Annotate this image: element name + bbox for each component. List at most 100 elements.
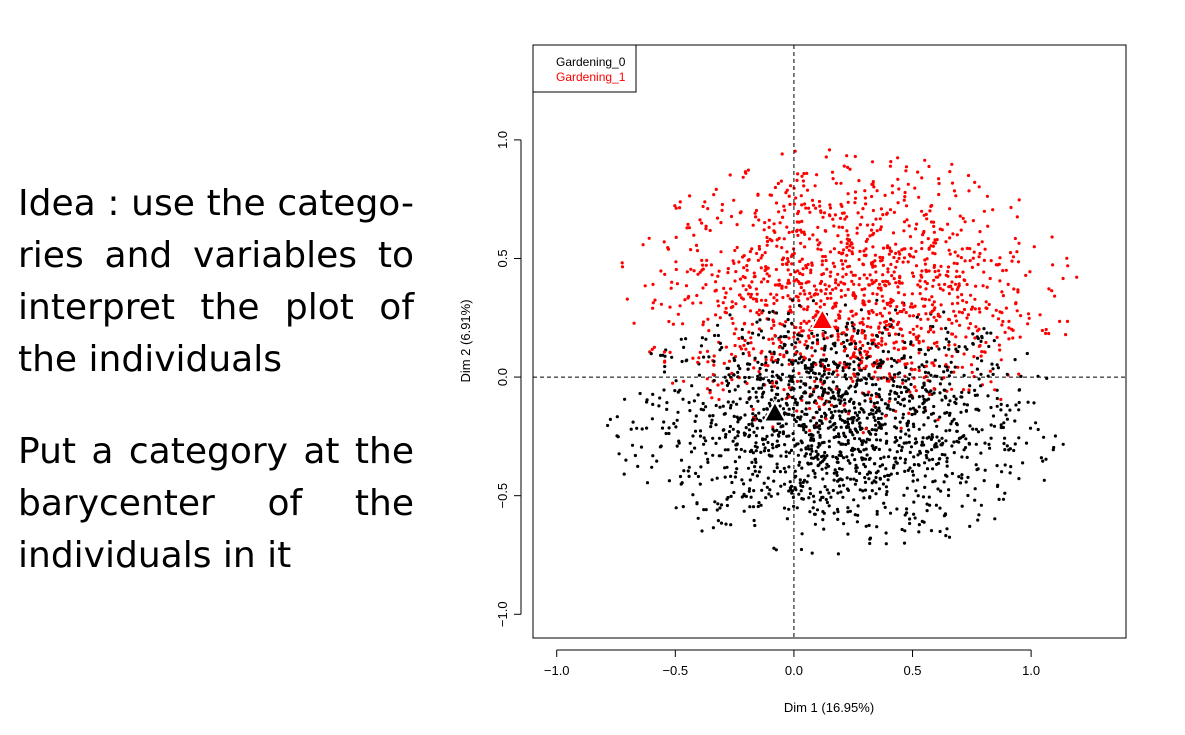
point-gardening-0	[1001, 497, 1006, 501]
point-gardening-0	[991, 372, 995, 376]
point-gardening-1	[814, 363, 818, 367]
point-gardening-0	[722, 412, 726, 416]
point-gardening-0	[710, 418, 714, 422]
point-gardening-0	[815, 333, 820, 337]
point-gardening-0	[921, 394, 925, 398]
point-gardening-1	[734, 302, 738, 306]
point-gardening-0	[838, 417, 843, 421]
point-gardening-0	[764, 355, 768, 359]
point-gardening-0	[871, 408, 875, 412]
point-gardening-0	[833, 468, 837, 472]
point-gardening-1	[892, 270, 896, 274]
point-gardening-1	[712, 354, 716, 358]
point-gardening-1	[757, 244, 761, 249]
point-gardening-1	[747, 284, 751, 288]
point-gardening-1	[913, 304, 917, 308]
point-gardening-1	[932, 300, 936, 304]
point-gardening-0	[781, 407, 786, 411]
point-gardening-1	[927, 164, 931, 169]
point-gardening-1	[763, 363, 767, 367]
point-gardening-0	[727, 389, 732, 393]
point-gardening-0	[899, 429, 903, 433]
point-gardening-0	[834, 351, 838, 355]
point-gardening-0	[888, 511, 893, 515]
point-gardening-1	[969, 363, 974, 367]
point-gardening-1	[959, 256, 964, 260]
point-gardening-1	[749, 336, 753, 340]
point-gardening-1	[798, 271, 802, 275]
point-gardening-0	[907, 428, 911, 432]
point-gardening-0	[665, 407, 669, 411]
point-gardening-1	[700, 221, 704, 225]
point-gardening-0	[999, 423, 1003, 427]
point-gardening-0	[949, 360, 953, 364]
point-gardening-0	[1008, 447, 1013, 451]
point-gardening-0	[853, 458, 857, 462]
point-gardening-0	[827, 464, 831, 468]
point-gardening-0	[725, 366, 729, 370]
point-gardening-1	[1014, 302, 1018, 306]
point-gardening-0	[861, 439, 866, 443]
point-gardening-0	[833, 397, 837, 401]
point-gardening-0	[873, 418, 877, 422]
point-gardening-1	[852, 323, 856, 327]
point-gardening-0	[774, 548, 778, 552]
point-gardening-0	[796, 442, 800, 446]
point-gardening-1	[955, 262, 959, 266]
point-gardening-1	[804, 206, 808, 210]
point-gardening-0	[856, 504, 860, 508]
point-gardening-0	[871, 446, 875, 450]
point-gardening-0	[818, 433, 822, 437]
point-gardening-0	[884, 492, 889, 497]
point-gardening-0	[1045, 376, 1049, 380]
point-gardening-0	[755, 426, 759, 430]
point-gardening-1	[961, 299, 965, 303]
point-gardening-1	[1007, 326, 1011, 330]
point-gardening-0	[847, 409, 851, 413]
point-gardening-0	[825, 471, 829, 475]
barycenter-gardening-0	[762, 399, 788, 423]
point-gardening-0	[760, 386, 764, 390]
point-gardening-1	[810, 354, 814, 358]
point-gardening-1	[881, 263, 886, 267]
point-gardening-0	[847, 425, 851, 429]
point-gardening-0	[662, 370, 667, 374]
point-gardening-0	[735, 415, 739, 419]
point-gardening-1	[838, 216, 843, 220]
point-gardening-1	[802, 355, 806, 359]
point-gardening-0	[952, 440, 956, 444]
point-gardening-1	[920, 240, 924, 245]
point-gardening-0	[760, 395, 764, 399]
point-gardening-1	[861, 207, 865, 211]
point-gardening-1	[739, 347, 744, 351]
point-gardening-1	[988, 276, 992, 281]
point-gardening-0	[756, 504, 760, 509]
point-gardening-1	[741, 255, 745, 259]
point-gardening-0	[698, 434, 703, 438]
point-gardening-1	[998, 348, 1002, 352]
point-gardening-1	[822, 302, 827, 307]
point-gardening-1	[853, 355, 858, 359]
point-gardening-1	[937, 177, 941, 181]
point-gardening-1	[898, 327, 902, 331]
point-gardening-0	[787, 451, 792, 455]
point-gardening-1	[953, 343, 957, 347]
point-gardening-1	[786, 278, 791, 282]
point-gardening-1	[785, 225, 789, 229]
point-gardening-1	[957, 282, 961, 286]
point-gardening-1	[700, 258, 704, 262]
point-gardening-1	[887, 332, 891, 336]
point-gardening-1	[684, 284, 689, 288]
point-gardening-1	[892, 346, 896, 350]
point-gardening-0	[744, 494, 749, 498]
point-gardening-0	[830, 416, 835, 420]
point-gardening-1	[802, 172, 806, 176]
point-gardening-1	[965, 316, 969, 320]
point-gardening-0	[923, 474, 927, 478]
point-gardening-0	[971, 342, 975, 346]
point-gardening-0	[868, 495, 872, 499]
point-gardening-1	[891, 299, 895, 303]
point-gardening-0	[869, 400, 873, 404]
point-gardening-0	[850, 416, 854, 420]
